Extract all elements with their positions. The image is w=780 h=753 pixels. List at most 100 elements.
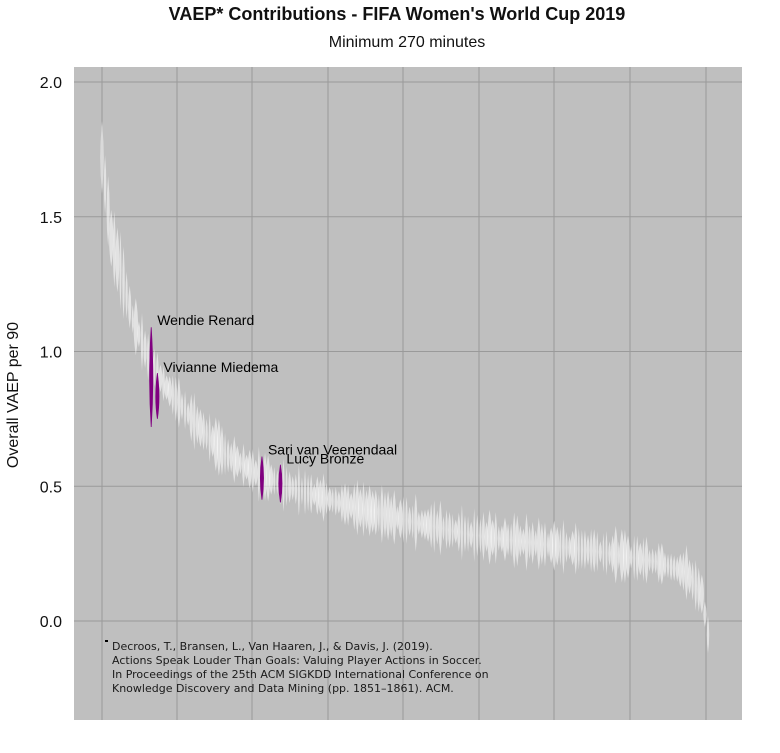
violin (312, 483, 317, 506)
violin (143, 330, 147, 369)
violin (598, 541, 602, 563)
chart-title: VAEP* Contributions - FIFA Women's World… (168, 4, 626, 24)
violin (307, 474, 310, 512)
violin (128, 285, 132, 329)
violin (543, 522, 547, 567)
violin (435, 510, 439, 545)
violin (672, 555, 676, 582)
violin (451, 513, 454, 548)
violin (610, 535, 615, 574)
violin (386, 490, 391, 541)
violin (201, 411, 206, 451)
violin (540, 523, 544, 565)
violin (321, 473, 326, 522)
footnote-marker (105, 640, 108, 642)
violin (398, 499, 403, 539)
violin (420, 509, 424, 539)
violin (288, 471, 292, 504)
violin (167, 376, 172, 407)
violin (355, 479, 360, 536)
violin (638, 542, 643, 576)
violin (429, 503, 433, 549)
footnote-line: Actions Speak Louder Than Goals: Valuing… (112, 654, 482, 667)
violin (423, 509, 427, 540)
violin (131, 305, 134, 334)
violin (619, 529, 625, 583)
violin (140, 312, 144, 371)
violin (521, 528, 526, 555)
violin (555, 526, 560, 566)
violin (586, 534, 590, 566)
violin (115, 227, 120, 293)
violin (325, 482, 328, 515)
violin (678, 553, 683, 588)
violin (703, 601, 707, 628)
violin (644, 536, 649, 584)
highlight-group: Wendie Renard Vivianne Miedema Sari van Ve… (149, 312, 397, 503)
violin (192, 392, 196, 451)
violin (669, 553, 673, 581)
violin (294, 473, 298, 505)
violin (133, 298, 139, 356)
violin (119, 231, 122, 311)
violin (684, 544, 689, 601)
violin (414, 493, 418, 552)
violin (697, 567, 701, 613)
y-axis-ticks: 2.0 1.5 1.0 0.5 0.0 (40, 75, 62, 631)
violin (487, 509, 492, 565)
violin (633, 535, 636, 581)
violin (497, 525, 501, 551)
violin (232, 435, 237, 484)
y-tick-label: 1.0 (40, 345, 62, 362)
violin (562, 519, 565, 575)
violin (666, 553, 670, 579)
violin (380, 484, 384, 544)
y-axis-label: Overall VAEP per 90 (5, 322, 22, 468)
violin (106, 176, 110, 247)
violin (506, 523, 510, 556)
violin (220, 425, 224, 476)
violin (327, 487, 332, 512)
player-annotation: Sari van Veenendaal (268, 442, 397, 458)
violin (559, 527, 562, 566)
violin (171, 375, 174, 415)
violin (433, 500, 436, 554)
violin (112, 211, 116, 288)
violin (177, 377, 181, 428)
violin (291, 476, 295, 501)
violin-highlight (155, 373, 160, 419)
violin (691, 561, 694, 601)
violin (195, 405, 199, 444)
violin (469, 521, 474, 548)
footnote-line: In Proceedings of the 25th ACM SIGKDD In… (112, 668, 489, 681)
violin (457, 512, 461, 552)
violin (340, 484, 344, 523)
violin (352, 483, 356, 531)
violin (198, 408, 203, 448)
violin (180, 393, 184, 420)
violin (515, 515, 520, 567)
violin (103, 155, 107, 214)
violin (285, 466, 288, 507)
violin (122, 246, 125, 320)
violin (608, 541, 611, 567)
violin (158, 364, 163, 393)
grid-lines (74, 67, 742, 720)
violin (186, 402, 190, 426)
violin (361, 481, 365, 537)
violin (530, 521, 535, 565)
violin (226, 438, 230, 473)
violin (524, 513, 529, 571)
violin (481, 511, 486, 561)
violin (367, 485, 372, 537)
violin (577, 527, 580, 570)
violin (315, 476, 320, 515)
violin (613, 525, 618, 584)
violin (494, 512, 498, 564)
violin (216, 419, 221, 476)
violin (251, 449, 255, 493)
violin (224, 432, 226, 476)
violin (460, 504, 463, 561)
violin (153, 348, 156, 387)
